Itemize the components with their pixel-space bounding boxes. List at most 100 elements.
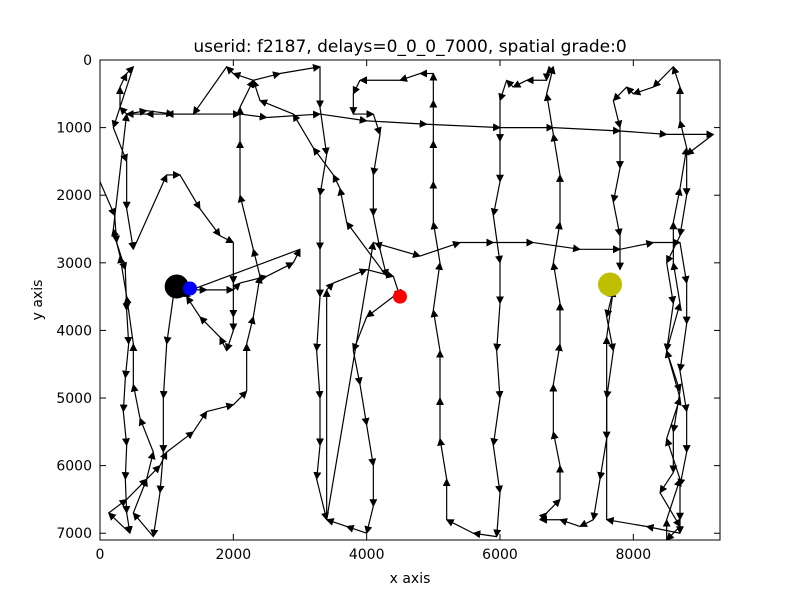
trajectory-segment bbox=[132, 174, 168, 250]
trajectory-segment bbox=[252, 275, 263, 317]
trajectory-segment bbox=[232, 282, 241, 291]
trajectory-segment bbox=[610, 168, 621, 203]
trajectory-segment bbox=[199, 316, 221, 338]
trajectory-segment bbox=[206, 402, 235, 413]
trajectory-segment bbox=[117, 255, 128, 297]
trajectory-segment bbox=[679, 146, 690, 189]
trajectory-segment bbox=[107, 512, 131, 534]
trajectory-segment bbox=[332, 174, 341, 189]
trajectory-segment bbox=[495, 350, 504, 400]
trajectory-segment bbox=[366, 268, 395, 279]
x-tick-label: 2000 bbox=[216, 547, 252, 563]
y-tick-label: 3000 bbox=[56, 256, 92, 272]
trajectory-segment bbox=[186, 295, 201, 318]
trajectory-segment bbox=[379, 249, 389, 278]
x-tick-label: 8000 bbox=[616, 547, 652, 563]
trajectory-segment bbox=[659, 472, 674, 494]
point-marker bbox=[183, 281, 197, 296]
trajectory-segment bbox=[492, 445, 503, 494]
trajectory-segment bbox=[677, 195, 688, 237]
trajectory-segment bbox=[432, 261, 443, 311]
trajectory-segment bbox=[108, 498, 128, 514]
trajectory-segment bbox=[550, 261, 561, 304]
trajectory-segment bbox=[625, 86, 635, 95]
plot-frame bbox=[99, 59, 721, 541]
trajectory-segment bbox=[345, 524, 367, 534]
point-marker bbox=[393, 289, 407, 304]
trajectory-segment bbox=[559, 518, 581, 528]
trajectory-segment bbox=[652, 66, 674, 88]
y-tick-label: 7000 bbox=[56, 526, 92, 542]
trajectory-segment bbox=[319, 113, 368, 124]
y-tick-label: 0 bbox=[83, 53, 92, 69]
trajectory-segment bbox=[372, 113, 382, 136]
trajectory-segment bbox=[239, 274, 268, 284]
trajectory-segment bbox=[111, 66, 134, 129]
trajectory-segment bbox=[123, 295, 134, 345]
trajectory-segment bbox=[292, 113, 314, 149]
trajectory-segment bbox=[605, 516, 647, 528]
trajectory-segment bbox=[366, 424, 377, 467]
trajectory-segment bbox=[266, 262, 295, 277]
trajectory-segment bbox=[124, 310, 133, 345]
trajectory-segment bbox=[333, 268, 368, 284]
trajectory-segment bbox=[552, 342, 563, 385]
trajectory-segment bbox=[632, 86, 654, 96]
trajectory-segment bbox=[130, 383, 141, 419]
trajectory-segment bbox=[225, 330, 234, 352]
trajectory-segment bbox=[337, 187, 348, 223]
trajectory-segment bbox=[126, 208, 137, 251]
trajectory-segment bbox=[126, 107, 148, 116]
trajectory-segment bbox=[266, 110, 321, 119]
trajectory-segment bbox=[619, 129, 668, 138]
trajectory-segment bbox=[606, 316, 616, 352]
plot-area bbox=[100, 60, 720, 540]
trajectory-segment bbox=[399, 72, 421, 82]
trajectory-segment bbox=[493, 492, 502, 538]
trajectory-segment bbox=[426, 123, 501, 132]
trajectory-segment bbox=[590, 479, 601, 521]
trajectory-segment bbox=[671, 65, 681, 88]
chart-marks bbox=[99, 63, 715, 541]
trajectory-segment bbox=[192, 66, 228, 115]
trajectory-segment bbox=[490, 181, 501, 217]
x-tick-label: 4000 bbox=[349, 547, 385, 563]
trajectory-segment bbox=[259, 99, 294, 115]
trajectory-segment bbox=[325, 282, 335, 291]
trajectory-segment bbox=[677, 119, 688, 149]
trajectory-segment bbox=[498, 80, 508, 102]
x-axis-label: x axis bbox=[390, 571, 431, 587]
trajectory-segment bbox=[663, 303, 674, 352]
trajectory-segment bbox=[679, 370, 690, 413]
trajectory-segment bbox=[666, 302, 682, 351]
y-tick-label: 2000 bbox=[56, 188, 92, 204]
trajectory-segment bbox=[550, 133, 561, 176]
trajectory-segment bbox=[603, 350, 614, 400]
trajectory-segment bbox=[666, 397, 682, 439]
trajectory-segment bbox=[490, 397, 501, 447]
trajectory-segment bbox=[550, 430, 561, 466]
trajectory-segment bbox=[365, 296, 394, 318]
point-marker bbox=[598, 272, 622, 297]
trajectory-segment bbox=[163, 296, 174, 345]
trajectory-segment bbox=[119, 106, 128, 116]
trajectory-segment bbox=[150, 492, 161, 538]
y-tick-label: 4000 bbox=[56, 323, 92, 339]
trajectory-segment bbox=[472, 530, 497, 539]
y-axis-ticks: 0 1000 2000 3000 4000 5000 6000 7000 bbox=[56, 53, 720, 542]
trajectory-segment bbox=[430, 309, 441, 351]
trajectory-segment bbox=[445, 519, 474, 534]
trajectory-segment bbox=[319, 107, 330, 156]
trajectory-segment bbox=[364, 506, 374, 535]
trajectory-segment bbox=[179, 174, 201, 210]
trajectory-segment bbox=[251, 248, 261, 277]
trajectory-segment bbox=[666, 478, 682, 520]
y-tick-label: 6000 bbox=[56, 459, 92, 475]
trajectory-segment bbox=[505, 79, 515, 89]
trajectory-segment bbox=[166, 431, 195, 453]
trajectory-segment bbox=[122, 343, 131, 379]
trajectory-segment bbox=[132, 512, 154, 538]
trajectory-segment bbox=[670, 261, 681, 304]
trajectory-segment bbox=[665, 437, 681, 480]
x-tick-label: 0 bbox=[96, 547, 105, 563]
